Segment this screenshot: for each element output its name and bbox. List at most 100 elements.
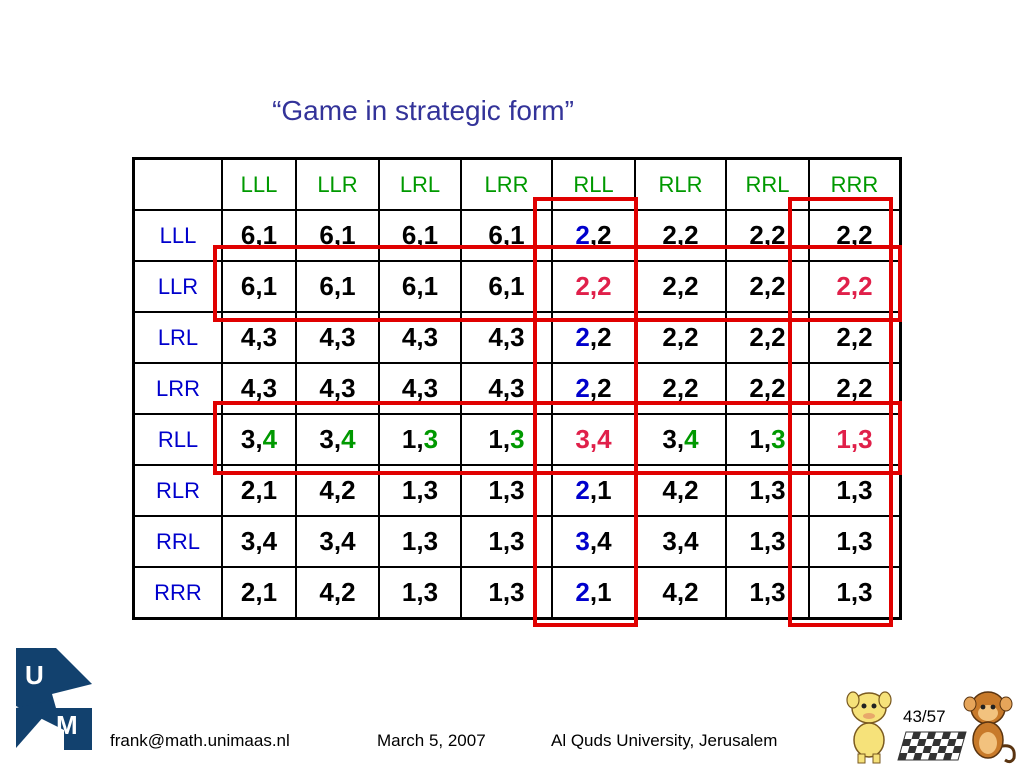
payoff-cell: 1,3 xyxy=(460,566,553,620)
payoff-cell: 2,2 xyxy=(551,209,636,262)
highlight-row-rll xyxy=(213,401,902,475)
chess-square xyxy=(937,746,947,753)
payoff-cell: 3,4 xyxy=(221,413,297,466)
payoff-separator: , xyxy=(502,577,511,607)
payoff-row-player: 1 xyxy=(488,526,503,556)
payoff-column-player: 1 xyxy=(510,271,525,301)
payoff-separator: , xyxy=(333,373,342,403)
payoff-cell: 2,1 xyxy=(221,566,297,620)
payoff-cell: 1,3 xyxy=(725,566,810,620)
payoff-row-player: 2 xyxy=(836,271,851,301)
payoff-row-player: 2 xyxy=(662,373,677,403)
footer-venue: Al Quds University, Jerusalem xyxy=(551,731,778,750)
payoff-column-player: 1 xyxy=(341,220,356,250)
cartoon-creature-icon xyxy=(846,691,892,764)
column-header-lll: LLL xyxy=(221,157,297,211)
payoff-separator: , xyxy=(676,271,685,301)
chess-square xyxy=(911,732,921,739)
payoff-cell: 3,4 xyxy=(551,413,636,466)
column-header-lrl: LRL xyxy=(378,157,462,211)
payoff-column-player: 3 xyxy=(423,322,439,352)
payoff-column-player: 1 xyxy=(262,271,278,301)
payoff-separator: , xyxy=(589,373,598,403)
footer-email: frank@math.unimaas.nl xyxy=(110,731,290,750)
payoff-column-player: 1 xyxy=(510,220,525,250)
payoff-row-player: 4 xyxy=(488,322,503,352)
payoff-row-player: 4 xyxy=(319,322,334,352)
payoff-separator: , xyxy=(416,577,424,607)
payoff-separator: , xyxy=(589,271,598,301)
column-header-rrl: RRL xyxy=(725,157,810,211)
payoff-separator: , xyxy=(589,475,598,505)
payoff-separator: , xyxy=(676,526,685,556)
payoff-separator: , xyxy=(850,475,859,505)
payoff-column-player: 3 xyxy=(858,577,873,607)
column-header-rlr: RLR xyxy=(634,157,727,211)
payoff-row-player: 3 xyxy=(662,424,677,454)
payoff-row-player: 3 xyxy=(575,526,590,556)
payoff-separator: , xyxy=(333,424,342,454)
payoff-separator: , xyxy=(589,220,598,250)
payoff-column-player: 3 xyxy=(510,475,525,505)
payoff-column-player: 3 xyxy=(341,322,356,352)
payoff-row-player: 4 xyxy=(662,577,677,607)
payoff-column-player: 3 xyxy=(510,373,525,403)
payoff-separator: , xyxy=(589,577,598,607)
logo-letter-m: M xyxy=(56,710,78,740)
payoff-column-player: 2 xyxy=(771,271,786,301)
payoff-row-player: 6 xyxy=(488,220,503,250)
payoff-column-player: 3 xyxy=(423,577,439,607)
payoff-cell: 1,3 xyxy=(808,515,902,568)
um-logo: U M xyxy=(16,648,92,750)
payoff-cell: 4,2 xyxy=(295,566,380,620)
payoff-column-player: 3 xyxy=(771,475,786,505)
payoff-separator: , xyxy=(850,220,859,250)
payoff-row-player: 1 xyxy=(488,475,503,505)
payoff-column-player: 4 xyxy=(262,424,278,454)
payoff-separator: , xyxy=(763,526,772,556)
payoff-separator: , xyxy=(416,424,424,454)
payoff-cell: 2,2 xyxy=(551,362,636,415)
row-header-rll: RLL xyxy=(132,413,223,466)
payoff-row-player: 2 xyxy=(575,322,590,352)
payoff-column-player: 1 xyxy=(597,577,612,607)
payoff-separator: , xyxy=(333,577,342,607)
payoff-column-player: 3 xyxy=(771,424,786,454)
payoff-cell: 6,1 xyxy=(460,209,553,262)
payoff-row-player: 6 xyxy=(240,220,256,250)
payoff-cell: 1,3 xyxy=(808,413,902,466)
payoff-row-player: 2 xyxy=(836,322,851,352)
payoff-column-player: 2 xyxy=(597,373,612,403)
payoff-column-player: 3 xyxy=(510,577,525,607)
payoff-column-player: 1 xyxy=(262,475,278,505)
payoff-column-player: 2 xyxy=(684,322,699,352)
payoff-separator: , xyxy=(502,220,511,250)
payoff-column-player: 1 xyxy=(341,271,356,301)
payoff-separator: , xyxy=(333,322,342,352)
payoff-column-player: 3 xyxy=(771,526,786,556)
payoff-column-player: 3 xyxy=(510,526,525,556)
payoff-row-player: 1 xyxy=(488,424,503,454)
table-row: LLL 6,1 6,1 6,1 6,1 2,2 2,2 2,2 2,2 xyxy=(132,209,902,262)
payoff-column-player: 3 xyxy=(858,424,873,454)
payoff-cell: 1,3 xyxy=(460,464,553,517)
payoff-cell: 3,4 xyxy=(295,413,380,466)
payoff-separator: , xyxy=(676,322,685,352)
payoff-row-player: 3 xyxy=(240,424,256,454)
cartoon-monkey-icon xyxy=(963,691,1016,764)
payoff-row-player: 3 xyxy=(575,424,590,454)
payoff-separator: , xyxy=(502,322,511,352)
payoff-column-player: 1 xyxy=(423,271,439,301)
payoff-row-player: 1 xyxy=(401,577,417,607)
payoff-row-player: 3 xyxy=(319,424,334,454)
payoff-separator: , xyxy=(676,424,685,454)
payoff-separator: , xyxy=(255,475,263,505)
payoff-column-player: 3 xyxy=(858,526,873,556)
payoff-cell: 6,1 xyxy=(460,260,553,313)
payoff-cell: 6,1 xyxy=(378,260,462,313)
payoff-column-player: 2 xyxy=(341,577,356,607)
header-row: LLL LLR LRL LRR RLL RLR RRL RRR xyxy=(132,157,902,211)
payoff-row-player: 1 xyxy=(749,577,764,607)
payoff-column-player: 2 xyxy=(684,271,699,301)
payoff-row-player: 2 xyxy=(662,322,677,352)
